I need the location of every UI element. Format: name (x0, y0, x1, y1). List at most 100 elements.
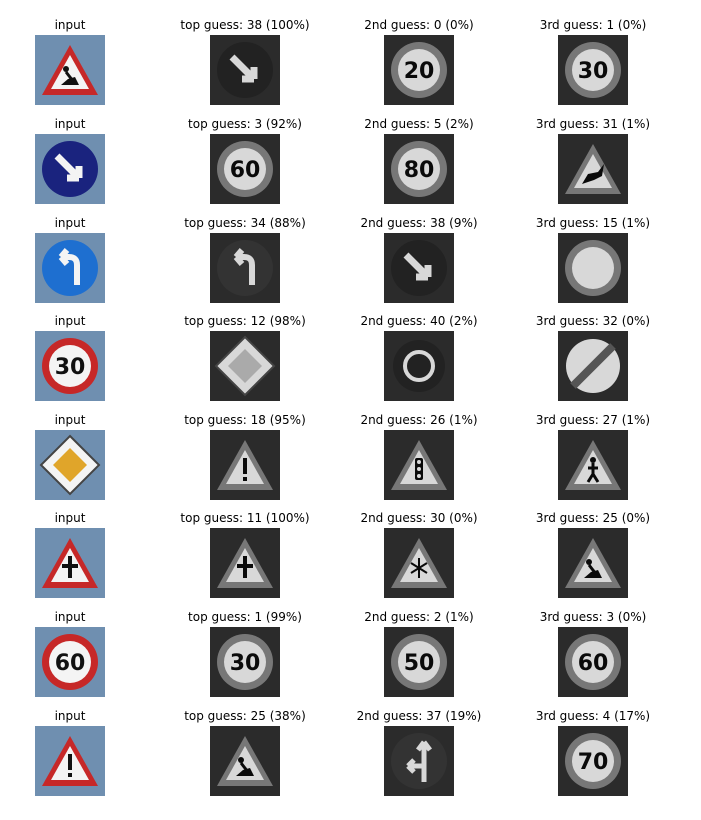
guess-cell: 2nd guess: 5 (2%) 80 (349, 116, 489, 216)
guess-cell: 2nd guess: 26 (1%) (349, 412, 489, 512)
input-caption: input (54, 709, 86, 723)
guess-caption: 3rd guess: 27 (1%) (535, 413, 651, 427)
guess-caption: 3rd guess: 31 (1%) (535, 117, 651, 131)
guess-caption: 2nd guess: 30 (0%) (360, 511, 478, 525)
sign-image (558, 430, 628, 500)
guess-cell: 2nd guess: 0 (0%) 20 (349, 17, 489, 117)
svg-text:70: 70 (578, 750, 609, 775)
sign-image (558, 528, 628, 598)
svg-text:30: 30 (55, 355, 86, 380)
guess-cell: top guess: 12 (98%) (175, 313, 315, 413)
svg-text:80: 80 (404, 158, 435, 183)
svg-text:60: 60 (230, 158, 261, 183)
guess-caption: 2nd guess: 5 (2%) (364, 117, 474, 131)
sign-image (35, 726, 105, 796)
guess-caption: 2nd guess: 40 (2%) (360, 314, 478, 328)
sign-image (210, 233, 280, 303)
sign-image (210, 430, 280, 500)
svg-text:60: 60 (55, 651, 86, 676)
sign-image: 60 (35, 627, 105, 697)
sign-image (384, 528, 454, 598)
input-cell: input (0, 116, 140, 216)
sign-image (210, 35, 280, 105)
guess-cell: top guess: 3 (92%) 60 (175, 116, 315, 216)
guess-caption: top guess: 12 (98%) (184, 314, 306, 328)
guess-caption: 2nd guess: 26 (1%) (360, 413, 478, 427)
sign-image (210, 331, 280, 401)
guess-cell: top guess: 11 (100%) (175, 510, 315, 610)
input-caption: input (54, 610, 86, 624)
svg-text:20: 20 (404, 59, 435, 84)
sign-image (210, 528, 280, 598)
sign-image (384, 233, 454, 303)
guess-cell: 3rd guess: 25 (0%) (523, 510, 663, 610)
sign-image: 30 (35, 331, 105, 401)
guess-cell: top guess: 38 (100%) (175, 17, 315, 117)
sign-image (558, 331, 628, 401)
input-caption: input (54, 511, 86, 525)
svg-text:60: 60 (578, 651, 609, 676)
guess-cell: top guess: 34 (88%) (175, 215, 315, 315)
sign-image: 60 (558, 627, 628, 697)
guess-cell: top guess: 1 (99%) 30 (175, 609, 315, 709)
guess-caption: 2nd guess: 2 (1%) (364, 610, 474, 624)
input-caption: input (54, 117, 86, 131)
guess-caption: top guess: 34 (88%) (184, 216, 306, 230)
sign-image (384, 430, 454, 500)
svg-text:30: 30 (230, 651, 261, 676)
guess-cell: 2nd guess: 30 (0%) (349, 510, 489, 610)
guess-cell: 3rd guess: 32 (0%) (523, 313, 663, 413)
sign-image: 20 (384, 35, 454, 105)
guess-cell: top guess: 18 (95%) (175, 412, 315, 512)
guess-caption: 3rd guess: 15 (1%) (535, 216, 651, 230)
sign-image (35, 35, 105, 105)
guess-caption: 2nd guess: 37 (19%) (356, 709, 482, 723)
guess-caption: top guess: 25 (38%) (184, 709, 306, 723)
guess-caption: 3rd guess: 3 (0%) (539, 610, 647, 624)
sign-image (558, 233, 628, 303)
input-cell: input (0, 412, 140, 512)
sign-image (558, 134, 628, 204)
guess-cell: 3rd guess: 3 (0%) 60 (523, 609, 663, 709)
sign-image (35, 233, 105, 303)
guess-cell: 2nd guess: 2 (1%) 50 (349, 609, 489, 709)
svg-text:30: 30 (578, 59, 609, 84)
guess-caption: top guess: 3 (92%) (188, 117, 302, 131)
guess-cell: top guess: 25 (38%) (175, 708, 315, 808)
sign-image: 50 (384, 627, 454, 697)
input-caption: input (54, 314, 86, 328)
guess-caption: 3rd guess: 25 (0%) (535, 511, 651, 525)
sign-image (35, 528, 105, 598)
guess-caption: 2nd guess: 0 (0%) (364, 18, 474, 32)
sign-image (35, 430, 105, 500)
guess-caption: 3rd guess: 4 (17%) (535, 709, 651, 723)
guess-cell: 2nd guess: 38 (9%) (349, 215, 489, 315)
guess-caption: 2nd guess: 38 (9%) (360, 216, 478, 230)
sign-image: 70 (558, 726, 628, 796)
input-caption: input (54, 413, 86, 427)
guess-caption: top guess: 38 (100%) (180, 18, 310, 32)
guess-cell: 2nd guess: 40 (2%) (349, 313, 489, 413)
guess-caption: 3rd guess: 32 (0%) (535, 314, 651, 328)
input-caption: input (54, 216, 86, 230)
input-cell: input (0, 510, 140, 610)
svg-text:50: 50 (404, 651, 435, 676)
guess-cell: 3rd guess: 31 (1%) (523, 116, 663, 216)
sign-image: 30 (558, 35, 628, 105)
guess-caption: top guess: 1 (99%) (188, 610, 302, 624)
guess-caption: top guess: 11 (100%) (180, 511, 310, 525)
sign-image: 80 (384, 134, 454, 204)
guess-caption: 3rd guess: 1 (0%) (539, 18, 647, 32)
input-cell: input 30 (0, 313, 140, 413)
guess-caption: top guess: 18 (95%) (184, 413, 306, 427)
input-caption: input (54, 18, 86, 32)
sign-image: 30 (210, 627, 280, 697)
sign-image (384, 331, 454, 401)
guess-cell: 3rd guess: 4 (17%) 70 (523, 708, 663, 808)
sign-image (210, 726, 280, 796)
guess-cell: 3rd guess: 1 (0%) 30 (523, 17, 663, 117)
sign-image: 60 (210, 134, 280, 204)
sign-image (35, 134, 105, 204)
guess-cell: 2nd guess: 37 (19%) (349, 708, 489, 808)
